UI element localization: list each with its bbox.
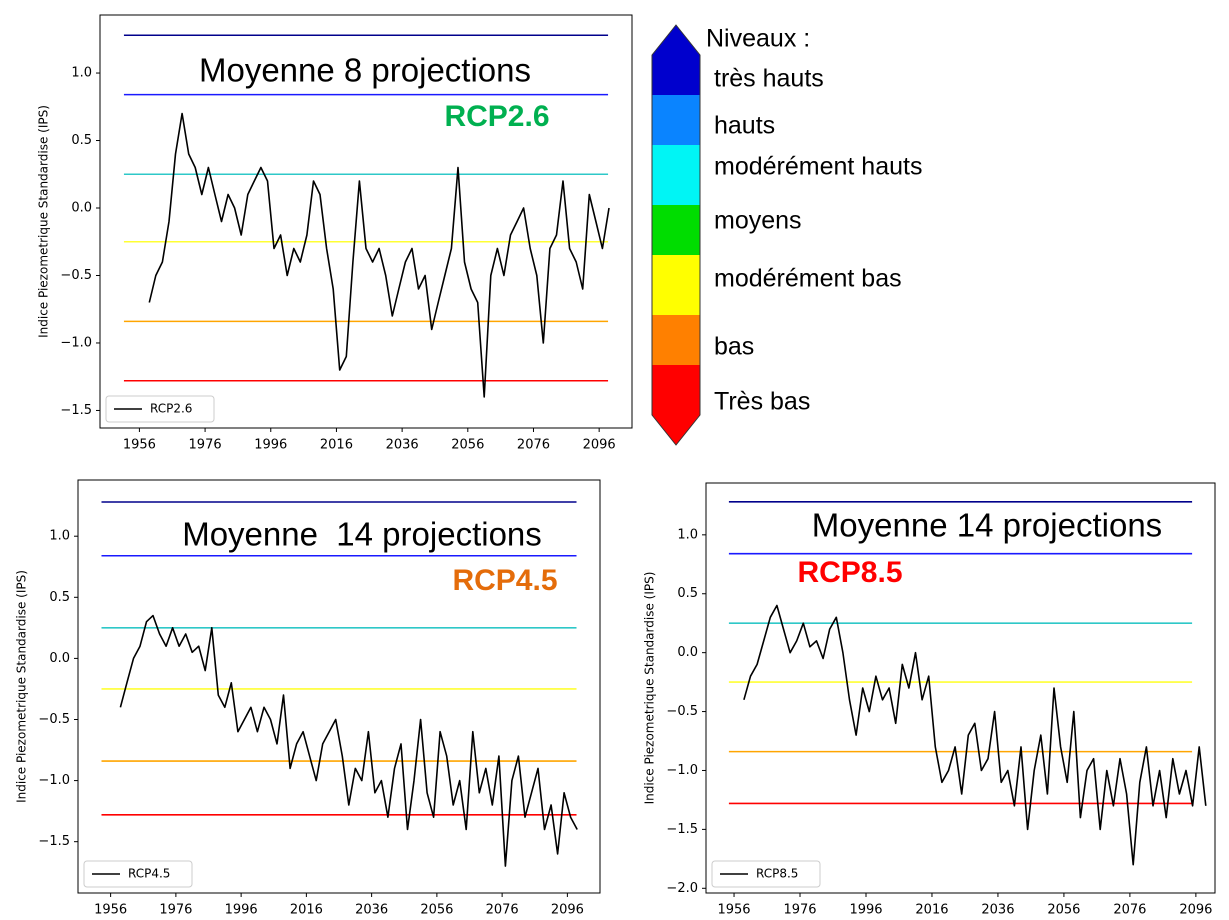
x-tick-label: 2036 [355, 903, 388, 918]
x-tick-label: 2056 [1047, 903, 1080, 918]
y-tick-label: 0.5 [71, 133, 92, 148]
x-tick-label: 2056 [420, 903, 453, 918]
y-tick-label: 0.0 [677, 645, 698, 660]
legend-label: RCP2.6 [150, 402, 192, 416]
level-label: modérément bas [714, 265, 902, 293]
level-label: Très bas [714, 388, 810, 416]
level-label: moyens [714, 207, 802, 235]
y-tick-label: −1.0 [60, 335, 92, 350]
y-tick-label: 0.5 [677, 586, 698, 601]
chart-title: Moyenne 14 projections [182, 516, 542, 553]
y-tick-label: 0.0 [49, 651, 70, 666]
x-tick-label: 2036 [981, 903, 1014, 918]
y-tick-label: −0.5 [38, 712, 70, 727]
x-tick-label: 1996 [254, 438, 287, 453]
level-arrow-up [652, 25, 700, 56]
y-tick-label: −1.5 [60, 403, 92, 418]
data-line [148, 112, 610, 398]
y-axis-label: Indice Piezometrique Standardise (IPS) [15, 570, 29, 803]
level-band [652, 315, 700, 366]
y-axis-label: Indice Piezometrique Standardise (IPS) [37, 105, 51, 338]
y-tick-label: 1.0 [677, 527, 698, 542]
x-tick-label: 1996 [849, 903, 882, 918]
x-tick-label: 1956 [94, 903, 127, 918]
plot-frame [99, 14, 633, 429]
level-arrow-down [652, 414, 700, 445]
chart: 1956 1976 1996 2016 2036 2056 2076 2096 −1.5 −1.0… [37, 14, 633, 453]
y-tick-label: −2.0 [666, 881, 698, 896]
level-outline [651, 24, 701, 446]
scenario-label: RCP2.6 [444, 100, 549, 133]
x-tick-label: 1976 [189, 438, 222, 453]
y-tick-label: −1.5 [666, 822, 698, 837]
level-legend: très hauts hauts modérément hauts moyens mod… [651, 24, 922, 446]
level-band [652, 205, 700, 256]
x-tick-label: 2036 [386, 438, 419, 453]
x-tick-label: 1956 [123, 438, 156, 453]
level-label: hauts [714, 112, 775, 140]
legend-box [83, 860, 193, 888]
legend-label: RCP4.5 [128, 867, 170, 881]
x-tick-label: 1996 [225, 903, 258, 918]
level-label: modérément hauts [714, 153, 922, 181]
y-tick-label: 0.0 [71, 201, 92, 216]
x-tick-label: 1956 [717, 903, 750, 918]
x-tick-label: 2056 [451, 438, 484, 453]
x-tick-label: 2076 [517, 438, 550, 453]
legend-box [711, 860, 821, 888]
x-tick-label: 1976 [783, 903, 816, 918]
y-tick-label: −1.5 [38, 834, 70, 849]
x-tick-label: 2076 [486, 903, 519, 918]
x-tick-label: 1976 [159, 903, 192, 918]
chart: 1956 1976 1996 2016 2036 2056 2076 2096 −1.5 −1.0… [15, 479, 601, 918]
y-tick-label: −1.0 [666, 763, 698, 778]
y-tick-label: 0.5 [49, 590, 70, 605]
y-tick-label: −0.5 [666, 704, 698, 719]
chart-title: Moyenne 8 projections [199, 52, 531, 89]
plot-frame [77, 479, 601, 894]
level-band [652, 55, 700, 96]
y-tick-label: −1.0 [38, 773, 70, 788]
x-tick-label: 2016 [320, 438, 353, 453]
x-tick-label: 2016 [915, 903, 948, 918]
scenario-label: RCP8.5 [797, 556, 902, 589]
x-tick-label: 2076 [1113, 903, 1146, 918]
chart-title: Moyenne 14 projections [812, 507, 1162, 544]
legend-label: RCP8.5 [756, 867, 798, 881]
level-label: bas [714, 333, 754, 361]
chart: 1956 1976 1996 2016 2036 2056 2076 2096 −2.0 −1.5… [643, 482, 1216, 918]
x-tick-label: 2096 [1179, 903, 1212, 918]
y-tick-label: −0.5 [60, 268, 92, 283]
scenario-label: RCP4.5 [452, 564, 557, 597]
level-band [652, 145, 700, 206]
x-tick-label: 2096 [551, 903, 584, 918]
data-line [743, 604, 1207, 866]
plot-frame [705, 482, 1216, 894]
level-label: très hauts [714, 65, 824, 93]
level-band [652, 95, 700, 146]
x-tick-label: 2096 [583, 438, 616, 453]
level-band [652, 365, 700, 416]
y-axis-label: Indice Piezometrique Standardise (IPS) [643, 572, 657, 805]
y-tick-label: 1.0 [49, 529, 70, 544]
legend-box [105, 395, 215, 423]
x-tick-label: 2016 [290, 903, 323, 918]
level-title: Niveaux : [706, 25, 810, 53]
level-band [652, 255, 700, 316]
data-line [119, 614, 578, 867]
y-tick-label: 1.0 [71, 66, 92, 81]
